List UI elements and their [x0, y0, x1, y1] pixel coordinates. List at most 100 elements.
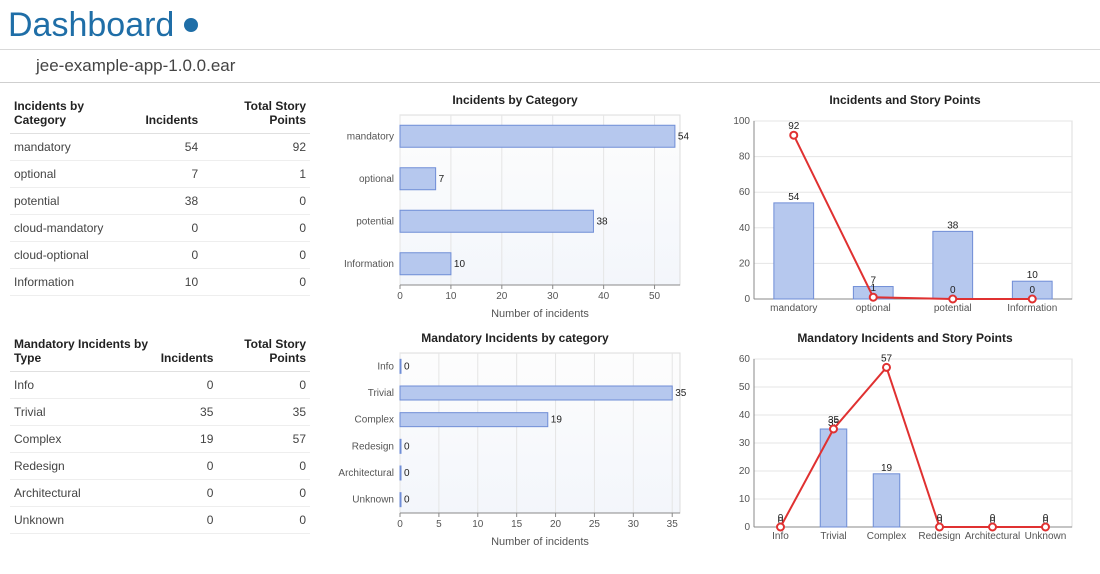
line-marker	[949, 296, 956, 303]
bar	[400, 168, 436, 190]
chart-hbar-category: Incidents by Category 01020304050Number …	[330, 93, 700, 321]
table-cell: 35	[157, 399, 218, 426]
svg-text:Number of incidents: Number of incidents	[491, 536, 589, 548]
table-cell: 0	[217, 480, 310, 507]
svg-text:0: 0	[404, 468, 410, 479]
line-marker	[936, 524, 943, 531]
table-type-wrap: Mandatory Incidents by TypeIncidentsTota…	[10, 331, 310, 549]
table-cell: 10	[141, 269, 202, 296]
table-cell: 0	[217, 507, 310, 534]
breadcrumb: jee-example-app-1.0.0.ear	[0, 50, 1100, 83]
table-cell: Info	[10, 372, 157, 399]
svg-text:10: 10	[1027, 270, 1039, 281]
svg-text:54: 54	[678, 131, 690, 142]
svg-text:mandatory: mandatory	[770, 303, 817, 314]
svg-text:0: 0	[744, 294, 750, 305]
chart-title: Mandatory Incidents by category	[330, 331, 700, 345]
line-marker	[790, 132, 797, 139]
table-header: Incidents	[157, 331, 218, 372]
bar	[400, 210, 593, 232]
table-header: Total Story Points	[202, 93, 310, 134]
table-row: cloud-mandatory00	[10, 215, 310, 242]
line-marker	[883, 364, 890, 371]
page-title: Dashboard	[0, 0, 1100, 50]
svg-text:optional: optional	[856, 303, 891, 314]
svg-text:0: 0	[404, 441, 410, 452]
svg-text:15: 15	[511, 519, 523, 530]
svg-text:0: 0	[778, 513, 784, 524]
table-cell: 54	[141, 134, 202, 161]
svg-text:20: 20	[739, 466, 751, 477]
table-cell: potential	[10, 188, 141, 215]
bar	[400, 253, 451, 275]
table-cell: 0	[141, 242, 202, 269]
svg-text:19: 19	[551, 415, 563, 426]
svg-text:20: 20	[550, 519, 562, 530]
svg-text:38: 38	[947, 220, 959, 231]
line-marker	[830, 426, 837, 433]
svg-text:92: 92	[788, 121, 800, 132]
table-cell: 0	[202, 215, 310, 242]
svg-text:potential: potential	[356, 216, 394, 227]
svg-text:5: 5	[436, 519, 442, 530]
svg-text:50: 50	[739, 382, 751, 393]
svg-text:54: 54	[788, 192, 800, 203]
table-cell: 19	[157, 426, 218, 453]
hbar-chart: 05101520253035Number of incidents0Info35…	[330, 349, 700, 549]
svg-text:Trivial: Trivial	[368, 388, 394, 399]
line-marker	[989, 524, 996, 531]
svg-text:80: 80	[739, 152, 751, 163]
svg-text:0: 0	[937, 513, 943, 524]
table-category-wrap: Incidents by CategoryIncidentsTotal Stor…	[10, 93, 310, 321]
table-cell: 7	[141, 161, 202, 188]
table-cell: cloud-optional	[10, 242, 141, 269]
svg-text:35: 35	[667, 519, 679, 530]
bar	[400, 466, 401, 480]
svg-text:Information: Information	[344, 259, 394, 270]
table-row: cloud-optional00	[10, 242, 310, 269]
svg-text:40: 40	[739, 410, 751, 421]
info-icon[interactable]	[184, 18, 198, 32]
line-marker	[1029, 296, 1036, 303]
svg-text:7: 7	[439, 174, 445, 185]
svg-text:Redesign: Redesign	[352, 441, 394, 452]
svg-text:potential: potential	[934, 303, 972, 314]
table-type: Mandatory Incidents by TypeIncidentsTota…	[10, 331, 310, 534]
table-cell: Information	[10, 269, 141, 296]
table-row: Redesign00	[10, 453, 310, 480]
svg-text:Trivial: Trivial	[820, 531, 846, 542]
bar	[400, 413, 548, 427]
table-row: Info00	[10, 372, 310, 399]
chart-title: Mandatory Incidents and Story Points	[720, 331, 1090, 345]
table-cell: cloud-mandatory	[10, 215, 141, 242]
svg-text:0: 0	[744, 522, 750, 533]
combo-chart: 02040608010054mandatory7optional38potent…	[720, 111, 1080, 321]
table-header: Incidents	[141, 93, 202, 134]
table-cell: 0	[202, 269, 310, 296]
table-row: potential380	[10, 188, 310, 215]
table-cell: optional	[10, 161, 141, 188]
table-cell: Architectural	[10, 480, 157, 507]
table-cell: Unknown	[10, 507, 157, 534]
svg-text:40: 40	[739, 223, 751, 234]
svg-text:10: 10	[454, 259, 466, 270]
bar	[873, 474, 900, 527]
table-cell: 0	[157, 372, 218, 399]
svg-text:60: 60	[739, 354, 751, 365]
svg-text:Architectural: Architectural	[965, 531, 1021, 542]
svg-text:Architectural: Architectural	[338, 468, 394, 479]
table-cell: 0	[202, 188, 310, 215]
svg-text:Redesign: Redesign	[918, 531, 960, 542]
table-row: Architectural00	[10, 480, 310, 507]
table-cell: 35	[217, 399, 310, 426]
svg-text:10: 10	[445, 291, 457, 302]
svg-text:Unknown: Unknown	[352, 495, 394, 506]
table-cell: 0	[157, 480, 218, 507]
svg-text:57: 57	[881, 353, 893, 364]
svg-text:38: 38	[596, 216, 608, 227]
combo-chart: 01020304050600Info35Trivial19Complex0Red…	[720, 349, 1080, 549]
bar	[400, 439, 401, 453]
table-cell: 0	[202, 242, 310, 269]
svg-text:40: 40	[598, 291, 610, 302]
table-row: mandatory5492	[10, 134, 310, 161]
